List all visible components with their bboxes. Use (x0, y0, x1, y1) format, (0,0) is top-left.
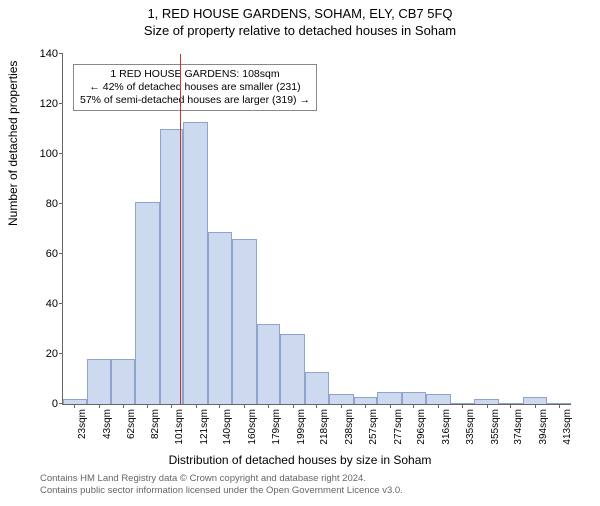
histogram-bar (183, 122, 208, 405)
y-tick-label: 80 (46, 198, 63, 210)
x-tick-label: 101sqm (174, 409, 185, 445)
info-box-line: 1 RED HOUSE GARDENS: 108sqm (80, 68, 310, 81)
x-tick-label: 23sqm (77, 409, 88, 439)
title-sub: Size of property relative to detached ho… (0, 23, 600, 38)
x-tick-label: 413sqm (562, 409, 573, 445)
x-tick-label: 179sqm (271, 409, 282, 445)
y-tick-label: 20 (46, 348, 63, 360)
x-tick-mark (559, 404, 560, 408)
y-tick-label: 0 (52, 398, 63, 410)
footnote-copyright: Contains HM Land Registry data © Crown c… (40, 473, 366, 484)
histogram-chart: 1 RED HOUSE GARDENS: 108sqm← 42% of deta… (62, 54, 571, 405)
x-tick-mark (123, 404, 124, 408)
info-box-line: ← 42% of detached houses are smaller (23… (80, 81, 310, 94)
y-axis-label: Number of detached properties (6, 61, 20, 226)
x-tick-mark (147, 404, 148, 408)
x-tick-label: 296sqm (416, 409, 427, 445)
x-tick-label: 160sqm (247, 409, 258, 445)
x-axis-label: Distribution of detached houses by size … (0, 453, 600, 467)
footnote-licence: Contains public sector information licen… (40, 485, 403, 496)
x-tick-label: 355sqm (490, 409, 501, 445)
x-tick-mark (293, 404, 294, 408)
histogram-bar (208, 232, 232, 405)
x-tick-label: 335sqm (465, 409, 476, 445)
histogram-bar (377, 392, 402, 405)
x-tick-mark (535, 404, 536, 408)
x-tick-mark (99, 404, 100, 408)
x-tick-label: 62sqm (126, 409, 137, 439)
histogram-bar (111, 359, 135, 404)
x-tick-label: 218sqm (319, 409, 330, 445)
x-tick-mark (365, 404, 366, 408)
x-tick-label: 394sqm (538, 409, 549, 445)
x-tick-mark (510, 404, 511, 408)
x-tick-label: 257sqm (368, 409, 379, 445)
y-tick-mark (59, 253, 63, 254)
x-tick-label: 199sqm (296, 409, 307, 445)
x-tick-label: 277sqm (393, 409, 404, 445)
x-tick-mark (244, 404, 245, 408)
histogram-bar (523, 397, 548, 405)
x-tick-label: 238sqm (344, 409, 355, 445)
x-tick-mark (74, 404, 75, 408)
title-main: 1, RED HOUSE GARDENS, SOHAM, ELY, CB7 5F… (0, 6, 600, 21)
y-tick-mark (59, 303, 63, 304)
histogram-bar (87, 359, 112, 404)
y-tick-label: 40 (46, 298, 63, 310)
y-tick-label: 100 (40, 148, 63, 160)
histogram-bar (354, 397, 378, 405)
y-tick-mark (59, 103, 63, 104)
info-box-line: 57% of semi-detached houses are larger (… (80, 94, 310, 107)
x-tick-label: 43sqm (102, 409, 113, 439)
x-tick-label: 121sqm (199, 409, 210, 445)
x-tick-mark (219, 404, 220, 408)
y-tick-mark (59, 153, 63, 154)
y-tick-label: 120 (40, 98, 63, 110)
histogram-bar (402, 392, 426, 405)
x-tick-label: 140sqm (222, 409, 233, 445)
info-box: 1 RED HOUSE GARDENS: 108sqm← 42% of deta… (73, 64, 317, 111)
x-tick-label: 374sqm (513, 409, 524, 445)
x-tick-mark (462, 404, 463, 408)
histogram-bar (280, 334, 305, 404)
histogram-bar (305, 372, 329, 405)
y-tick-mark (59, 203, 63, 204)
histogram-bar (329, 394, 354, 404)
x-tick-mark (413, 404, 414, 408)
x-tick-label: 316sqm (441, 409, 452, 445)
x-tick-mark (438, 404, 439, 408)
x-tick-mark (268, 404, 269, 408)
histogram-bar (135, 202, 160, 405)
x-tick-mark (487, 404, 488, 408)
x-tick-mark (341, 404, 342, 408)
reference-line (180, 54, 181, 404)
x-tick-mark (316, 404, 317, 408)
y-tick-label: 140 (40, 48, 63, 60)
histogram-bar (257, 324, 281, 404)
x-tick-mark (196, 404, 197, 408)
y-tick-mark (59, 353, 63, 354)
x-tick-mark (390, 404, 391, 408)
x-tick-mark (171, 404, 172, 408)
histogram-bar (232, 239, 257, 404)
y-tick-label: 60 (46, 248, 63, 260)
y-tick-mark (59, 53, 63, 54)
histogram-bar (426, 394, 451, 404)
x-tick-label: 82sqm (150, 409, 161, 439)
